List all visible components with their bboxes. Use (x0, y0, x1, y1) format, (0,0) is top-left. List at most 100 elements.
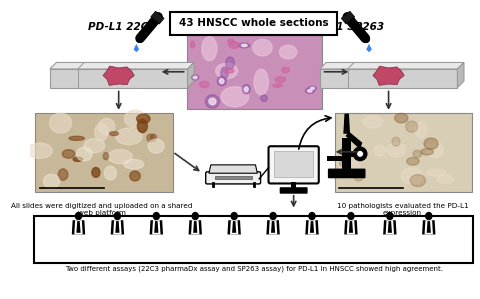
Ellipse shape (98, 118, 115, 135)
Ellipse shape (401, 168, 423, 184)
Ellipse shape (84, 139, 105, 153)
Ellipse shape (410, 175, 426, 187)
Ellipse shape (275, 77, 286, 83)
Polygon shape (189, 220, 202, 234)
Ellipse shape (124, 110, 145, 127)
Polygon shape (74, 220, 83, 234)
Polygon shape (193, 221, 197, 233)
PathPatch shape (103, 66, 134, 86)
Ellipse shape (124, 159, 144, 169)
Ellipse shape (95, 123, 108, 141)
Ellipse shape (374, 146, 386, 156)
Polygon shape (344, 220, 358, 234)
Polygon shape (113, 220, 121, 234)
Ellipse shape (109, 132, 119, 135)
Ellipse shape (308, 212, 316, 220)
Ellipse shape (415, 122, 427, 138)
Polygon shape (76, 221, 81, 233)
Ellipse shape (386, 212, 394, 220)
Ellipse shape (392, 137, 400, 146)
Bar (274, 151, 313, 177)
Polygon shape (152, 220, 160, 234)
Ellipse shape (230, 212, 238, 220)
Polygon shape (427, 221, 431, 233)
Ellipse shape (282, 67, 289, 73)
Polygon shape (457, 62, 464, 88)
Ellipse shape (229, 42, 239, 48)
Polygon shape (308, 220, 316, 234)
FancyBboxPatch shape (328, 169, 365, 178)
Ellipse shape (425, 212, 432, 220)
Polygon shape (151, 11, 164, 24)
Ellipse shape (221, 87, 249, 107)
Polygon shape (366, 44, 372, 52)
Ellipse shape (153, 212, 160, 220)
Polygon shape (232, 221, 236, 233)
Polygon shape (305, 220, 319, 234)
Ellipse shape (308, 89, 312, 92)
FancyBboxPatch shape (170, 12, 337, 35)
Ellipse shape (216, 63, 238, 79)
Ellipse shape (49, 113, 72, 133)
Ellipse shape (309, 86, 316, 91)
Ellipse shape (192, 75, 199, 80)
Bar (215, 176, 252, 179)
Ellipse shape (395, 113, 408, 123)
Ellipse shape (228, 39, 234, 44)
Polygon shape (422, 220, 435, 234)
Polygon shape (269, 220, 277, 234)
Ellipse shape (337, 156, 350, 169)
Polygon shape (150, 220, 163, 234)
Ellipse shape (137, 114, 150, 123)
FancyBboxPatch shape (206, 172, 261, 184)
Ellipse shape (269, 212, 277, 220)
Polygon shape (115, 221, 120, 233)
Polygon shape (383, 220, 396, 234)
Ellipse shape (62, 150, 75, 158)
Ellipse shape (244, 87, 248, 91)
Polygon shape (111, 220, 124, 234)
Ellipse shape (347, 212, 355, 220)
Bar (342, 152, 360, 157)
Text: PD-L1 22C3: PD-L1 22C3 (88, 22, 156, 32)
Text: Two different assays (22C3 pharmaDx assay and SP263 assay) for PD-L1 in HNSCC sh: Two different assays (22C3 pharmaDx assa… (65, 266, 443, 272)
Ellipse shape (253, 39, 272, 56)
Ellipse shape (44, 174, 60, 188)
Ellipse shape (221, 67, 228, 79)
Ellipse shape (108, 150, 132, 164)
Ellipse shape (273, 84, 282, 87)
Polygon shape (320, 69, 457, 88)
Text: PD-L1 SP263: PD-L1 SP263 (310, 22, 384, 32)
Ellipse shape (202, 36, 217, 61)
Ellipse shape (426, 169, 446, 176)
Ellipse shape (437, 175, 454, 184)
Ellipse shape (223, 69, 234, 73)
Ellipse shape (69, 136, 84, 140)
Ellipse shape (413, 150, 421, 158)
Ellipse shape (200, 81, 209, 88)
Ellipse shape (205, 95, 219, 108)
Ellipse shape (137, 119, 147, 133)
Ellipse shape (193, 76, 197, 79)
Ellipse shape (217, 76, 226, 86)
Ellipse shape (242, 85, 250, 94)
Ellipse shape (426, 141, 444, 158)
Polygon shape (209, 165, 257, 173)
Polygon shape (266, 220, 280, 234)
Ellipse shape (73, 157, 83, 161)
Ellipse shape (241, 44, 247, 47)
Polygon shape (310, 221, 314, 233)
Polygon shape (271, 221, 275, 233)
Ellipse shape (261, 95, 267, 101)
Polygon shape (320, 62, 464, 69)
Bar (35, 113, 173, 192)
Text: All slides were digitized and uploaded on a shared
web platform: All slides were digitized and uploaded o… (11, 203, 192, 216)
Ellipse shape (116, 128, 142, 145)
Ellipse shape (209, 98, 216, 105)
Ellipse shape (114, 212, 121, 220)
Ellipse shape (387, 143, 406, 157)
Ellipse shape (191, 41, 194, 48)
Polygon shape (349, 221, 353, 233)
Polygon shape (343, 114, 350, 134)
Ellipse shape (407, 158, 419, 165)
